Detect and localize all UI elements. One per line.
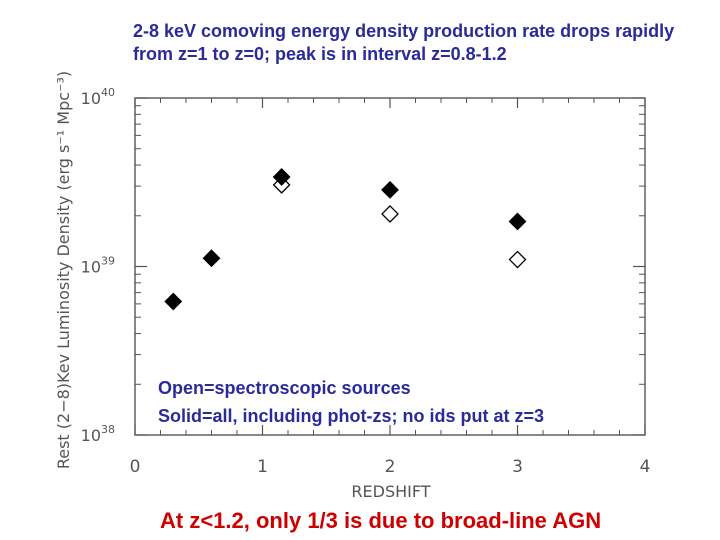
legend-note: Open=spectroscopic sources Solid=all, in… [158, 374, 718, 430]
data-point-open-diamond [381, 205, 399, 223]
axis-ticks: 0 1 2 3 4 1038 1039 1040 [81, 86, 651, 477]
slide-title: 2-8 keV comoving energy density producti… [133, 21, 675, 64]
data-point-filled-diamond [381, 180, 399, 199]
data-point-open-diamond [508, 250, 527, 269]
data-point-filled-diamond [508, 212, 527, 231]
legend-line-solid: Solid=all, including phot-zs; no ids put… [158, 406, 545, 426]
x-tick-label: 3 [512, 457, 523, 477]
y-tick-label: 1039 [81, 255, 115, 277]
x-axis-title: REDSHIFT [351, 482, 430, 501]
y-tick-label: 1040 [81, 86, 115, 108]
x-tick-label: 2 [385, 457, 396, 477]
y-axis-title: Rest (2−8)Kev Luminosity Density (erg s⁻… [54, 71, 73, 469]
data-point-filled-diamond [164, 292, 183, 311]
data-markers [164, 168, 527, 311]
x-tick-label: 1 [257, 457, 268, 477]
y-tick-label: 1038 [81, 423, 115, 445]
data-point-filled-diamond [202, 249, 221, 268]
legend-line-open: Open=spectroscopic sources [158, 378, 411, 398]
x-tick-label: 4 [640, 457, 651, 477]
conclusion-text: At z<1.2, only 1/3 is due to broad-line … [160, 508, 602, 533]
x-tick-label: 0 [130, 457, 141, 477]
data-point-open-diamond [272, 175, 291, 194]
